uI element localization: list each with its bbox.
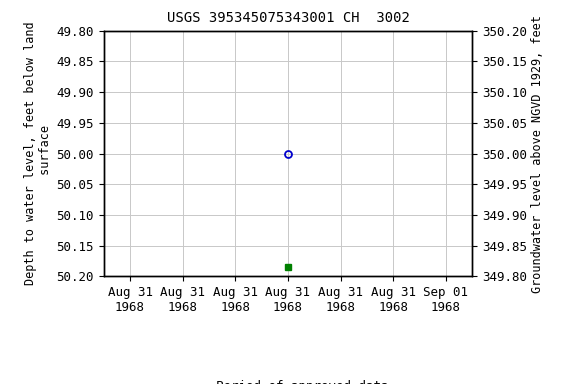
Y-axis label: Depth to water level, feet below land
 surface: Depth to water level, feet below land su… [24,22,52,285]
Y-axis label: Groundwater level above NGVD 1929, feet: Groundwater level above NGVD 1929, feet [531,15,544,293]
Title: USGS 395345075343001 CH  3002: USGS 395345075343001 CH 3002 [166,12,410,25]
Legend: Period of approved data: Period of approved data [183,375,393,384]
